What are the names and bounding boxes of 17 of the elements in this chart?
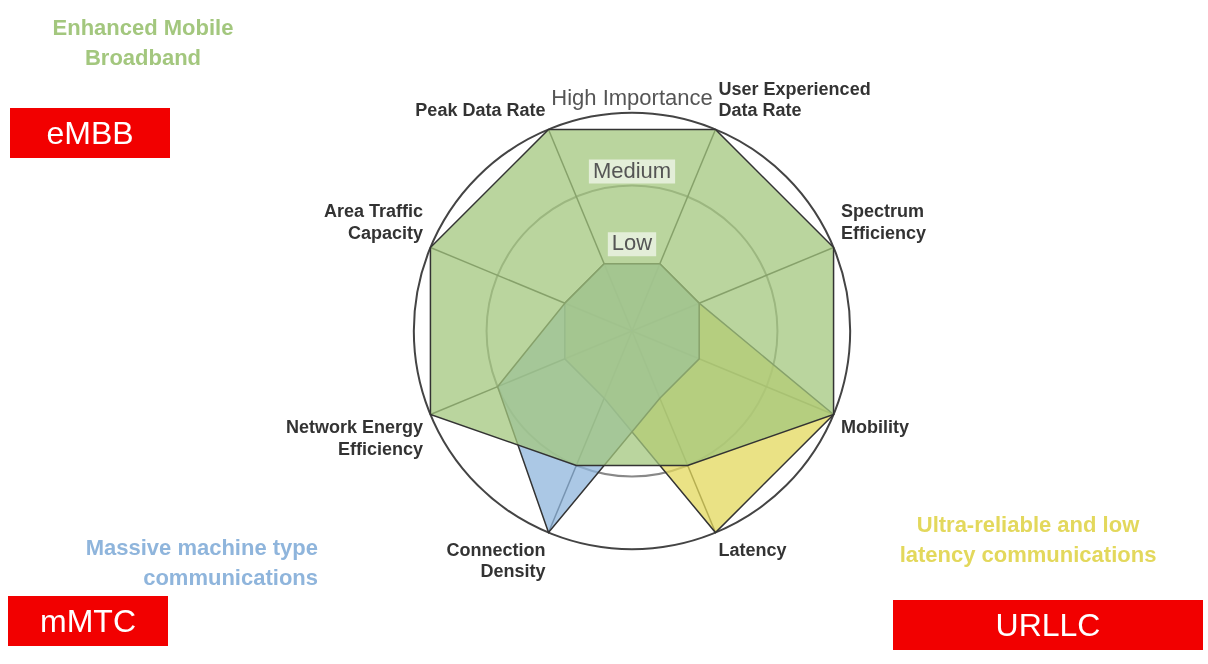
spoke-label: Network Energy Efficiency (285, 417, 424, 459)
spoke-label: Connection Density (446, 539, 546, 582)
text: Enhanced Mobile Broadband (51, 14, 235, 72)
text: eMBB (10, 108, 170, 158)
y-tick-label: Low (611, 230, 653, 256)
spoke-label: Peak Data Rate (415, 100, 546, 121)
text: Ultra-reliable and low latency communications (898, 511, 1158, 569)
spoke-label: Mobility (840, 417, 909, 438)
spoke-label: Latency (718, 539, 787, 560)
spoke-label: Area Traffic Capacity (323, 201, 424, 243)
spoke-label: Spectrum Efficiency (840, 201, 927, 243)
text: Massive machine type communications (84, 534, 318, 592)
text: mMTC (8, 596, 168, 646)
text: URLLC (893, 600, 1203, 650)
spoke-label: User Experienced Data Rate (718, 78, 871, 121)
y-tick-label: Medium (592, 157, 672, 183)
y-tick-label: High Importance (551, 84, 713, 110)
